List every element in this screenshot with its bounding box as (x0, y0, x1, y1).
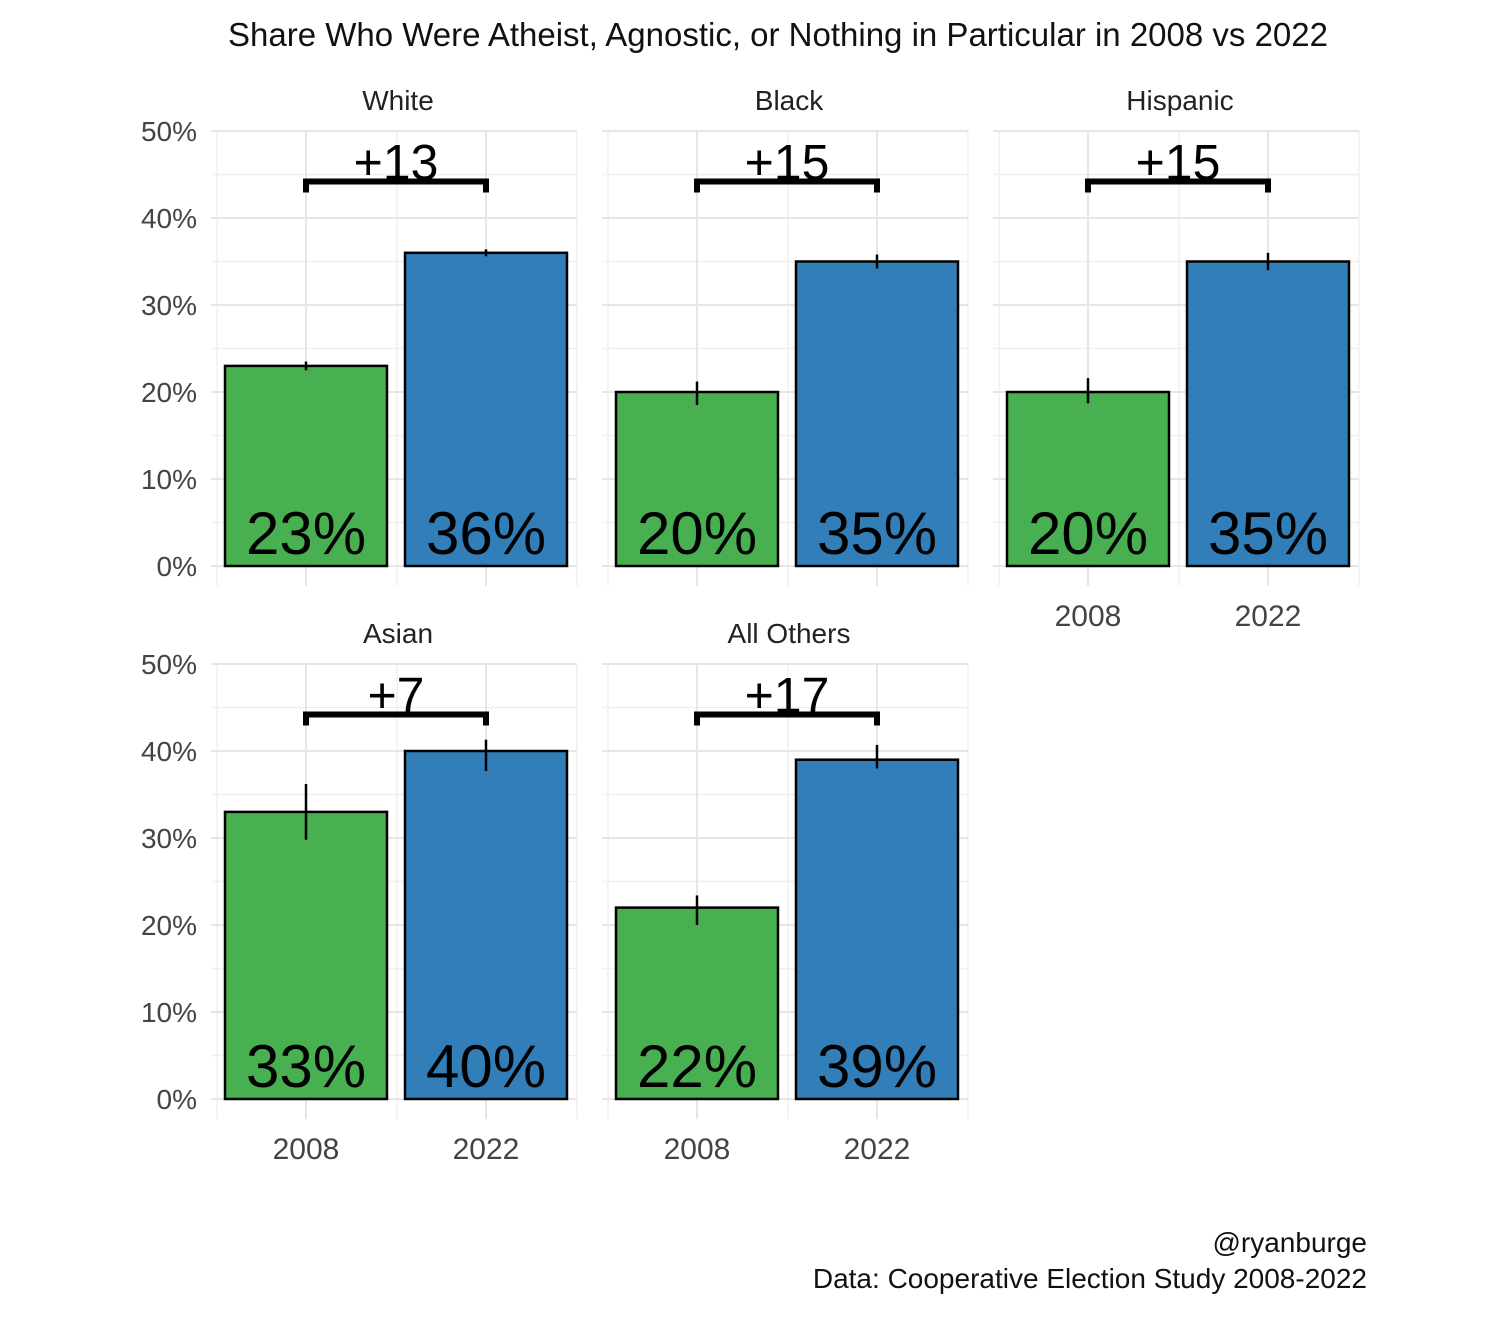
y-tick-label: 30% (141, 290, 197, 321)
x-tick-label: 2008 (273, 1133, 340, 1166)
panel-asian: 0% 10% 20% 30% 40% 50% Asian 33% 40% +7 2008 2022 (141, 618, 578, 1166)
bar-value-label-2022: 40% (426, 1033, 546, 1100)
bar-2008 (223, 810, 389, 1101)
y-tick-label: 10% (141, 464, 197, 495)
difference-bracket (694, 178, 880, 193)
panel-all-others: All Others 22% 39% +17 2008 2022 (602, 618, 969, 1166)
difference-label: +17 (745, 667, 830, 723)
y-tick-label: 0% (157, 1084, 197, 1115)
bar-value-label-2022: 39% (817, 1033, 937, 1100)
y-tick-label: 20% (141, 377, 197, 408)
y-tick-label: 50% (141, 649, 197, 680)
x-tick-label: 2022 (844, 1133, 911, 1166)
bar-2008 (614, 906, 780, 1101)
y-tick-label: 40% (141, 203, 197, 234)
bar-value-label-2008: 22% (637, 1033, 757, 1100)
difference-bracket (303, 711, 489, 726)
bar-2022 (1185, 260, 1351, 568)
difference-bracket (1085, 178, 1271, 193)
panel-strip-label: Hispanic (1126, 85, 1233, 116)
bar-2022 (794, 758, 960, 1101)
y-tick-label: 10% (141, 997, 197, 1028)
difference-label: +7 (367, 667, 424, 723)
difference-bracket (694, 711, 880, 726)
panel-strip-label: Asian (363, 618, 433, 649)
bar-value-label-2008: 20% (637, 500, 757, 567)
bar-value-label-2022: 35% (1208, 500, 1328, 567)
panel-black: Black 20% 35% +15 (602, 85, 969, 586)
y-tick-label: 20% (141, 910, 197, 941)
bar-value-label-2008: 23% (246, 500, 366, 567)
bar-value-label-2008: 33% (246, 1033, 366, 1100)
y-tick-label: 40% (141, 736, 197, 767)
y-tick-label: 30% (141, 823, 197, 854)
caption-author: @ryanburge (1212, 1227, 1367, 1258)
y-tick-label: 50% (141, 116, 197, 147)
chart-title: Share Who Were Atheist, Agnostic, or Not… (228, 16, 1328, 53)
panel-strip-label: All Others (728, 618, 851, 649)
panels: 0% 10% 20% 30% 40% 50% White 23% 36% +13 Black 20% 3… (141, 85, 1360, 1166)
x-tick-label: 2022 (1235, 600, 1302, 633)
panel-strip-label: Black (755, 85, 824, 116)
panel-strip-label: White (362, 85, 434, 116)
bar-value-label-2022: 35% (817, 500, 937, 567)
difference-label: +15 (1136, 134, 1221, 190)
bar-2008 (614, 390, 780, 568)
difference-label: +13 (354, 134, 439, 190)
panel-hispanic: Hispanic 20% 35% +15 2008 2022 (993, 85, 1360, 633)
bar-2022 (794, 260, 960, 568)
bar-value-label-2008: 20% (1028, 500, 1148, 567)
bar-2022 (403, 749, 569, 1101)
bar-value-label-2022: 36% (426, 500, 546, 567)
bar-2022 (403, 251, 569, 568)
bar-2008 (223, 364, 389, 568)
x-tick-label: 2008 (664, 1133, 731, 1166)
x-tick-label: 2022 (453, 1133, 520, 1166)
caption-source: Data: Cooperative Election Study 2008-20… (813, 1263, 1367, 1294)
difference-label: +15 (745, 134, 830, 190)
x-tick-label: 2008 (1055, 600, 1122, 633)
panel-white: 0% 10% 20% 30% 40% 50% White 23% 36% +13 (141, 85, 578, 586)
y-tick-label: 0% (157, 551, 197, 582)
difference-bracket (303, 178, 489, 193)
bar-2008 (1005, 390, 1171, 568)
